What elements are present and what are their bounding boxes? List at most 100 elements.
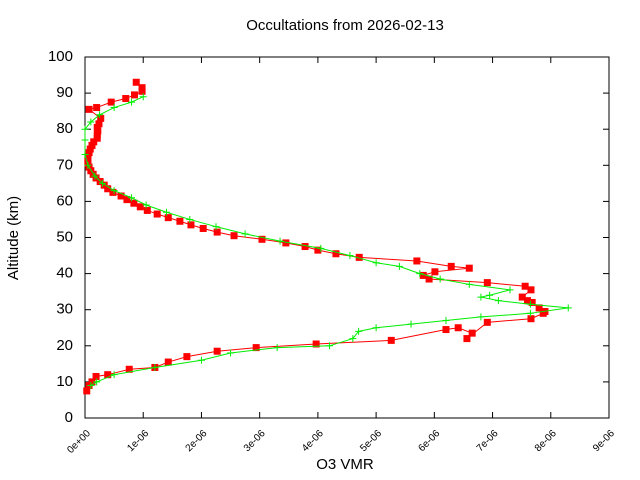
point [197,356,205,364]
point [138,84,146,92]
point [110,104,118,112]
point [92,372,100,380]
y-tick-label: 80 [56,120,73,137]
point [521,282,529,290]
point [442,326,450,334]
point [88,141,96,149]
point [110,371,118,379]
point [317,244,325,252]
point [164,214,172,222]
point [301,243,309,251]
point [123,196,131,204]
point [93,123,101,131]
point [187,221,195,229]
point [86,145,94,153]
point [104,371,112,379]
point [528,298,536,306]
point [252,344,260,352]
point [125,365,133,373]
point [117,192,125,200]
point [442,317,450,325]
point [85,105,93,113]
point [110,187,118,195]
point [84,152,92,160]
point [130,91,138,99]
point [91,172,99,180]
x-tick-label: 8e-06 [533,428,559,454]
point [447,262,455,270]
point [431,268,439,276]
point [183,353,191,361]
point [416,270,424,278]
point [465,280,473,288]
point [526,300,534,308]
point [258,235,266,243]
series-line [84,96,569,386]
point [153,210,161,218]
chart-title: Occultations from 2026-02-13 [246,17,444,34]
point [128,194,136,202]
x-tick-label: 0e+00 [65,428,93,456]
point [312,340,320,348]
x-tick-label: 7e-06 [475,428,501,454]
point [413,257,421,265]
y-tick-label: 40 [56,265,73,282]
point [98,179,106,187]
point [213,228,221,236]
point [314,246,322,254]
point [151,363,159,371]
point [527,315,535,323]
y-tick-label: 100 [48,48,73,65]
point [122,95,130,103]
point [95,120,103,128]
point [100,181,108,189]
y-tick-label: 0 [65,409,73,426]
point [81,125,89,133]
point [85,149,93,157]
point [90,138,98,146]
point [212,223,220,231]
point [326,342,334,350]
point [142,201,150,209]
x-tick-label: 4e-06 [300,428,326,454]
point [227,349,235,357]
point [518,293,526,301]
point [527,286,535,294]
x-tick-label: 2e-06 [184,428,210,454]
x-tick-label: 6e-06 [416,428,442,454]
point [128,98,136,106]
point [526,309,534,317]
point [164,358,172,366]
point [506,286,514,294]
point [523,297,531,305]
point [84,156,92,164]
point [104,185,112,193]
point [332,250,340,258]
x-tick-label: 1e-06 [125,428,151,454]
point [92,174,100,182]
point [199,224,207,232]
point [346,252,354,260]
point [107,98,115,106]
point [468,329,476,337]
point [93,104,101,112]
point [94,127,102,135]
point [372,259,380,267]
y-tick-label: 90 [56,84,73,101]
x-tick-label: 9e-06 [591,428,617,454]
point [395,262,403,270]
point [88,378,96,386]
point [483,318,491,326]
point [355,327,363,335]
y-axis-label: Altitude (km) [5,196,22,280]
point [273,344,281,352]
y-tick-label: 30 [56,301,73,318]
point [109,188,117,196]
point [84,161,92,169]
point [132,78,140,86]
point [81,136,89,144]
point [465,264,473,272]
x-tick-label: 5e-06 [358,428,384,454]
point [454,324,462,332]
